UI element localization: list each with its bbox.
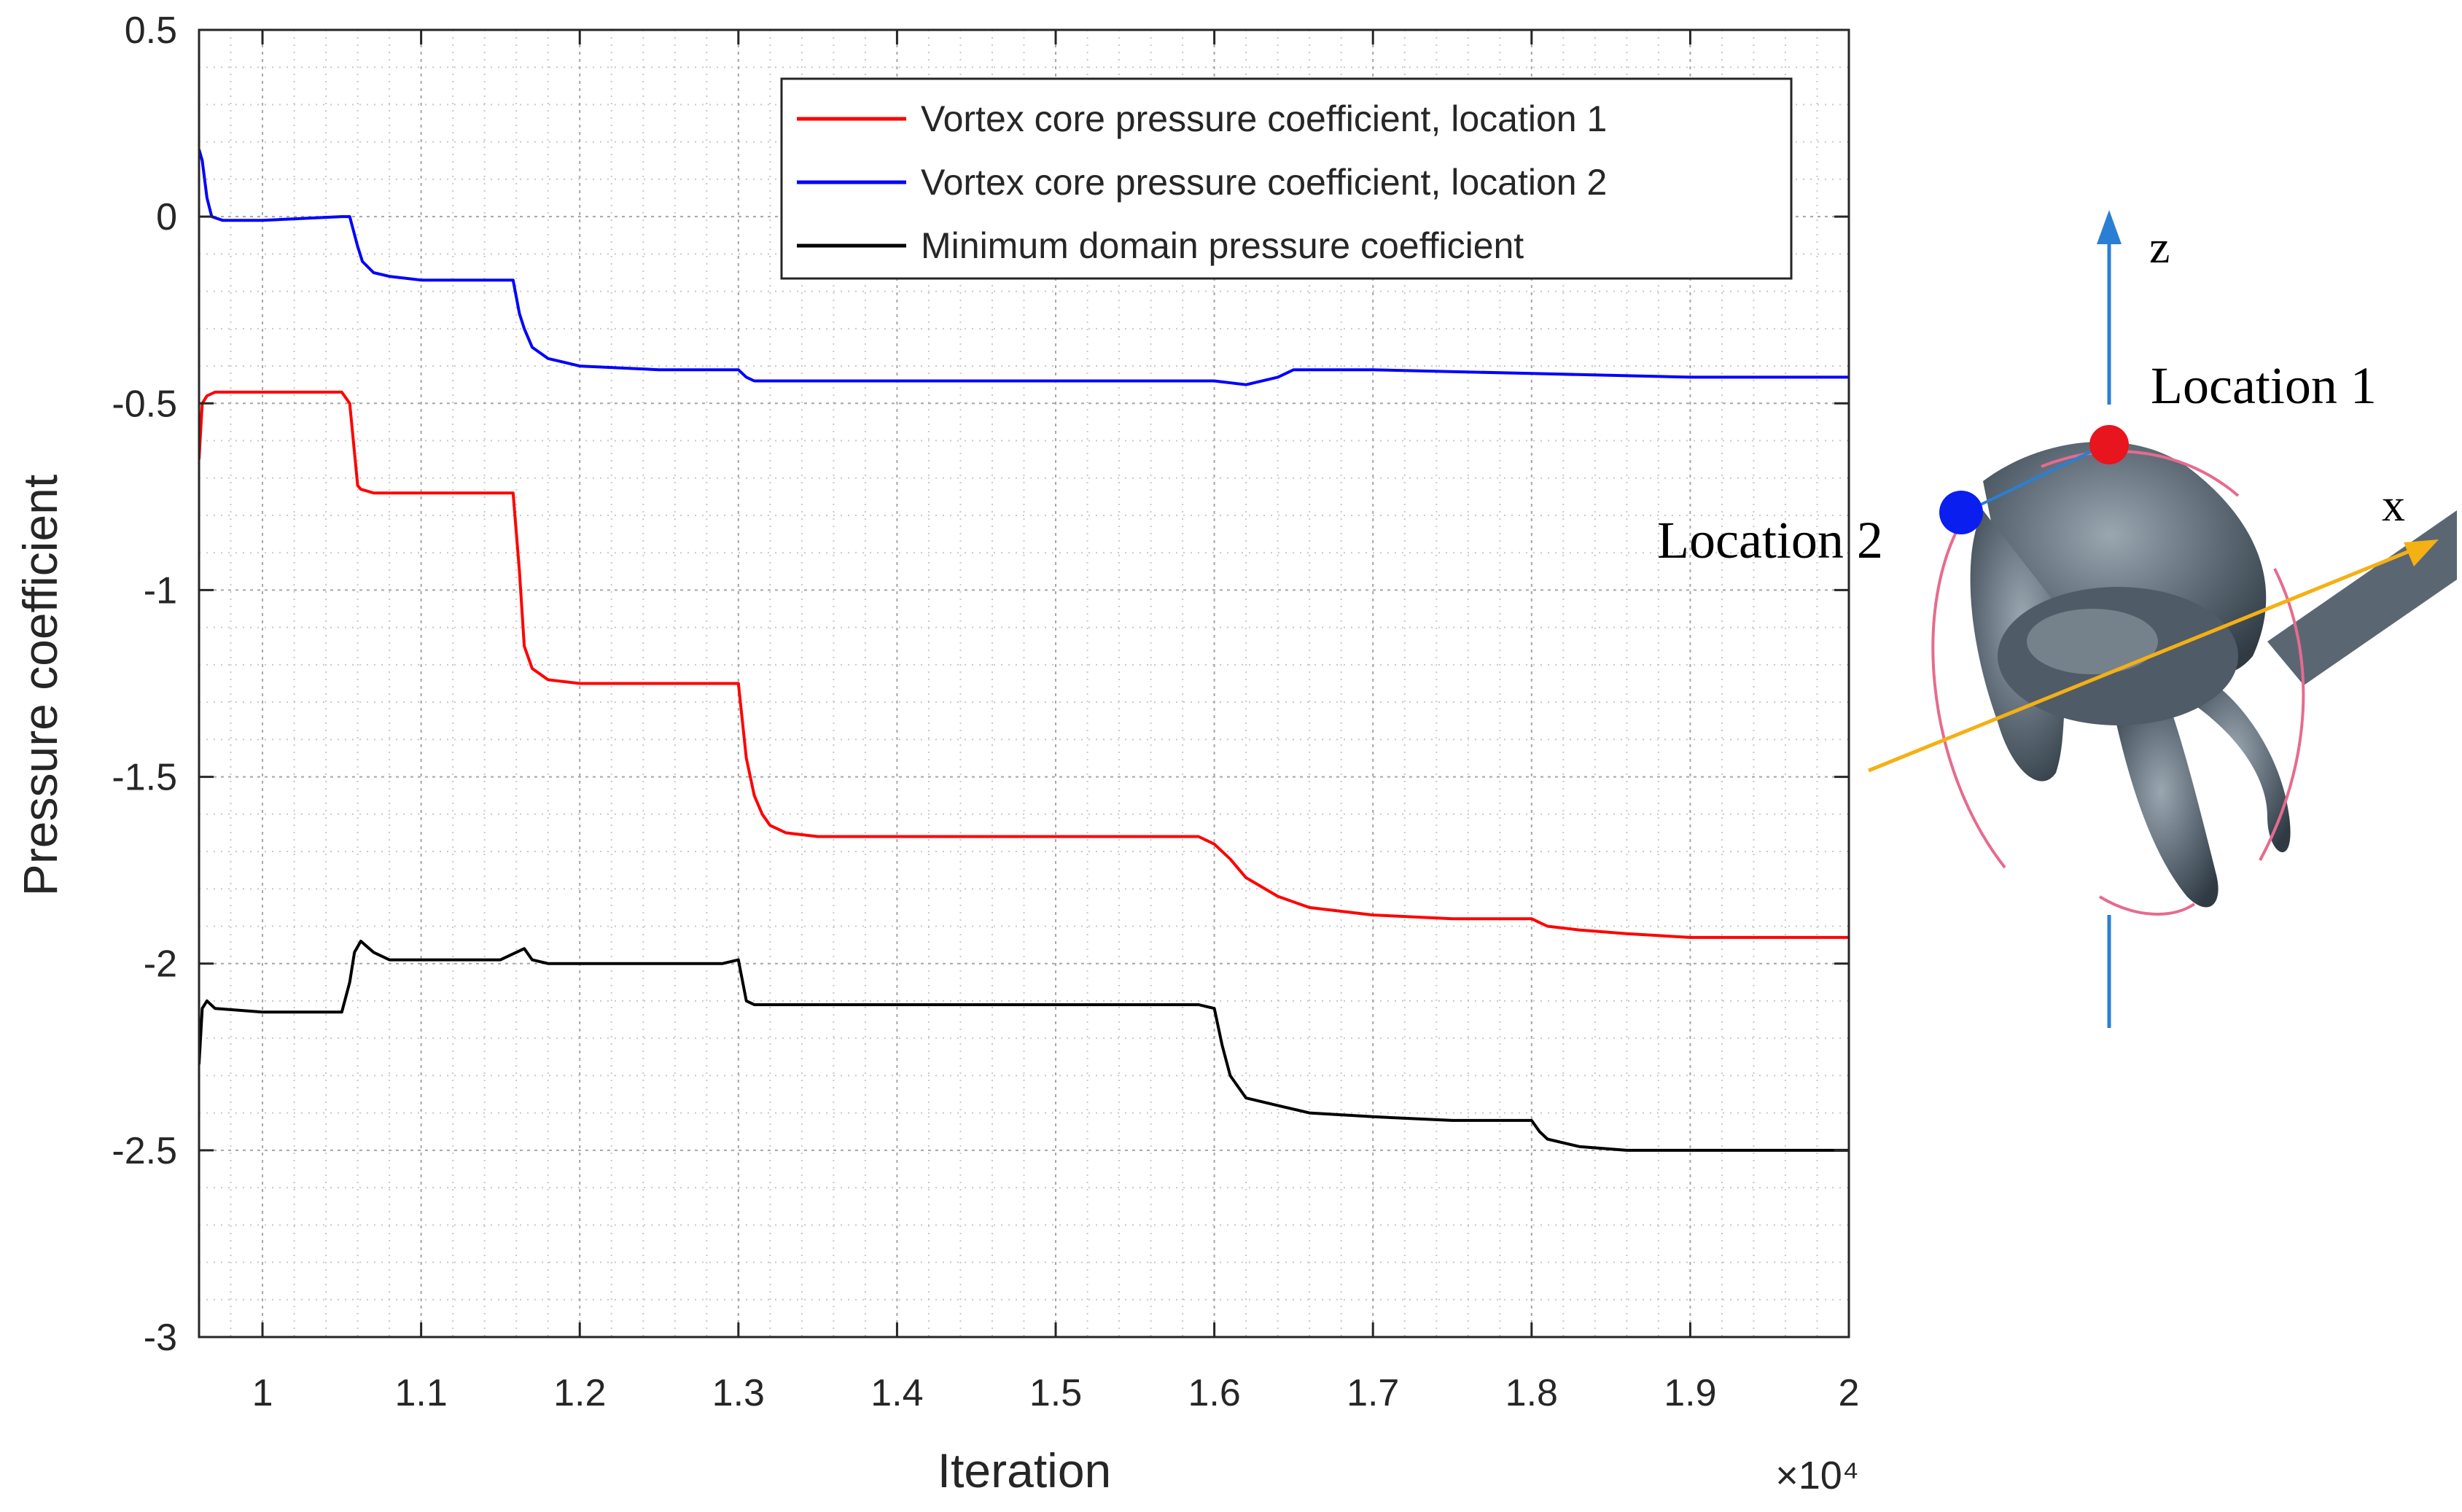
legend-entry-location2: Vortex core pressure coefficient, locati… xyxy=(921,162,1607,203)
x-multiplier-label: ×10⁴ xyxy=(1775,1454,1859,1497)
x-tick-label: 1.4 xyxy=(870,1372,923,1414)
x-axis-diagram-label: x xyxy=(2382,479,2405,531)
x-tick-label: 1 xyxy=(252,1372,273,1414)
x-tick-label: 1.2 xyxy=(553,1372,606,1414)
series-line-1 xyxy=(199,390,1849,939)
tick-marks xyxy=(199,28,1850,1338)
y-tick-label: -3 xyxy=(144,1317,177,1359)
z-axis-label: z xyxy=(2149,221,2170,273)
location1-marker xyxy=(2089,425,2129,464)
series-line-2 xyxy=(199,149,1849,386)
x-tick-label: 1.1 xyxy=(394,1372,447,1414)
tick-labels: 1 1.1 1.2 1.3 1.4 1.5 1.6 1.7 1.8 1.9 2 -3 -2.5 -2 -1.… xyxy=(112,9,1859,1414)
plot-frame xyxy=(198,28,1850,1338)
x-tick-label: 1.8 xyxy=(1505,1372,1558,1414)
x-axis-label: Iteration xyxy=(938,1443,1111,1497)
y-tick-label: -1 xyxy=(144,569,177,612)
tip-vortex-right xyxy=(2259,568,2305,861)
x-tick-label: 1.9 xyxy=(1664,1372,1716,1414)
y-axis-label: Pressure coefficient xyxy=(13,475,67,896)
legend: Vortex core pressure coefficient, locati… xyxy=(780,77,1793,280)
location2-marker xyxy=(1939,491,1983,534)
x-tick-label: 1.7 xyxy=(1347,1372,1399,1414)
x-tick-label: 1.6 xyxy=(1188,1372,1240,1414)
y-tick-label: 0 xyxy=(156,196,177,238)
x-axis-arrowhead xyxy=(2404,539,2439,566)
x-axis-line xyxy=(1868,546,2418,773)
y-tick-label: -2.5 xyxy=(112,1130,177,1172)
series-layer xyxy=(199,149,1849,1152)
propeller-blade-bottom xyxy=(2114,714,2218,908)
location1-label: Location 1 xyxy=(2151,356,2377,415)
series-line-3 xyxy=(199,940,1849,1152)
legend-entry-location1: Vortex core pressure coefficient, locati… xyxy=(921,98,1607,139)
legend-entry-minimum: Minimum domain pressure coefficient xyxy=(921,225,1524,266)
tip-vortex-top xyxy=(2041,450,2240,497)
z-axis-arrowhead xyxy=(2097,210,2122,244)
location-connector xyxy=(1960,443,2106,515)
x-tick-label: 2 xyxy=(1839,1372,1860,1414)
y-tick-label: 0.5 xyxy=(125,9,177,52)
tip-vortex-bottom xyxy=(2098,895,2196,916)
y-tick-label: -0.5 xyxy=(112,383,177,425)
propeller-hub-highlight xyxy=(2027,609,2158,674)
propeller-diagram: z x Location 1 Location 2 xyxy=(1657,210,2457,1028)
y-tick-label: -2 xyxy=(144,943,177,986)
y-tick-label: -1.5 xyxy=(112,757,177,799)
location2-label: Location 2 xyxy=(1657,511,1883,569)
x-tick-label: 1.3 xyxy=(712,1372,765,1414)
tip-vortex-left xyxy=(1931,509,2006,869)
x-tick-label: 1.5 xyxy=(1029,1372,1082,1414)
legend-box xyxy=(780,77,1793,280)
